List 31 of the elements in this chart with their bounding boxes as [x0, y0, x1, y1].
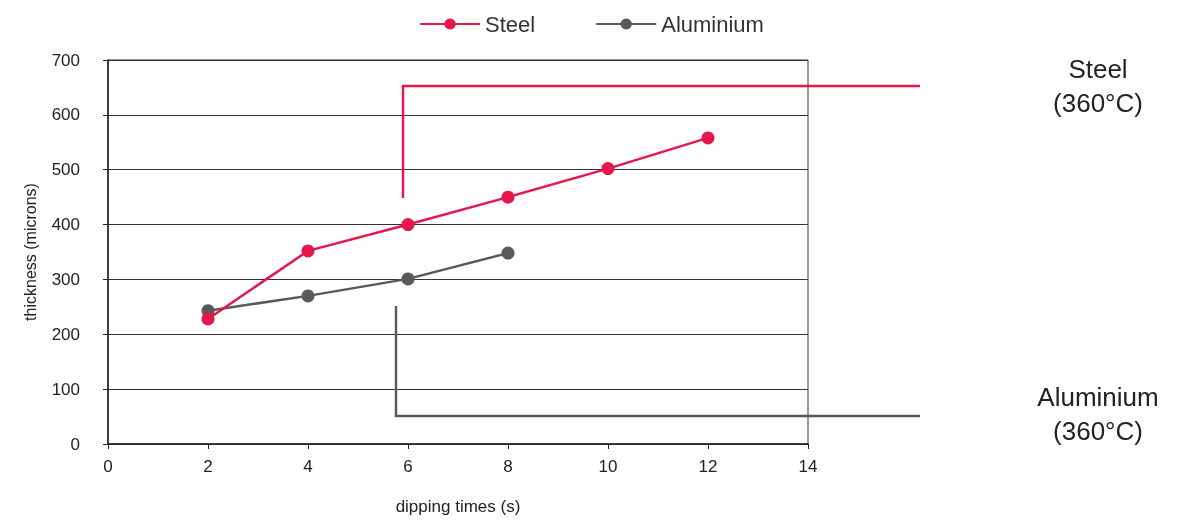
legend-label: Steel: [485, 11, 536, 37]
x-tick-label: 12: [698, 457, 718, 476]
x-tick-label: 10: [598, 457, 618, 476]
y-tick-label: 700: [51, 50, 80, 70]
x-tick-label: 6: [403, 457, 413, 476]
legend-label: Aluminium: [661, 11, 764, 37]
x-tick-label: 2: [203, 457, 213, 476]
y-axis-title: thickness (microns): [21, 183, 39, 321]
point: [301, 289, 315, 303]
y-tick-label: 300: [51, 269, 80, 289]
x-tick-label: 4: [303, 457, 313, 476]
x-tick-label: 14: [798, 457, 818, 476]
point: [701, 131, 715, 145]
y-tick-label: 500: [51, 160, 80, 180]
point: [401, 272, 415, 286]
y-tick-label: 600: [51, 105, 80, 125]
x-tick-label: 8: [503, 457, 513, 476]
y-tick-label: 0: [70, 434, 80, 454]
point: [401, 218, 415, 232]
point: [601, 162, 615, 176]
x-tick-label: 0: [103, 457, 113, 476]
point: [201, 312, 215, 326]
point: [501, 246, 515, 260]
text: Aluminium (360°C): [1037, 382, 1159, 446]
text: Steel (360°C): [1053, 54, 1143, 118]
y-tick-label: 400: [51, 215, 80, 235]
y-tick-label: 200: [51, 324, 80, 344]
point: [301, 244, 315, 258]
point: [501, 190, 515, 204]
y-tick-label: 100: [51, 379, 80, 399]
x-axis-title: dipping times (s): [395, 497, 521, 516]
